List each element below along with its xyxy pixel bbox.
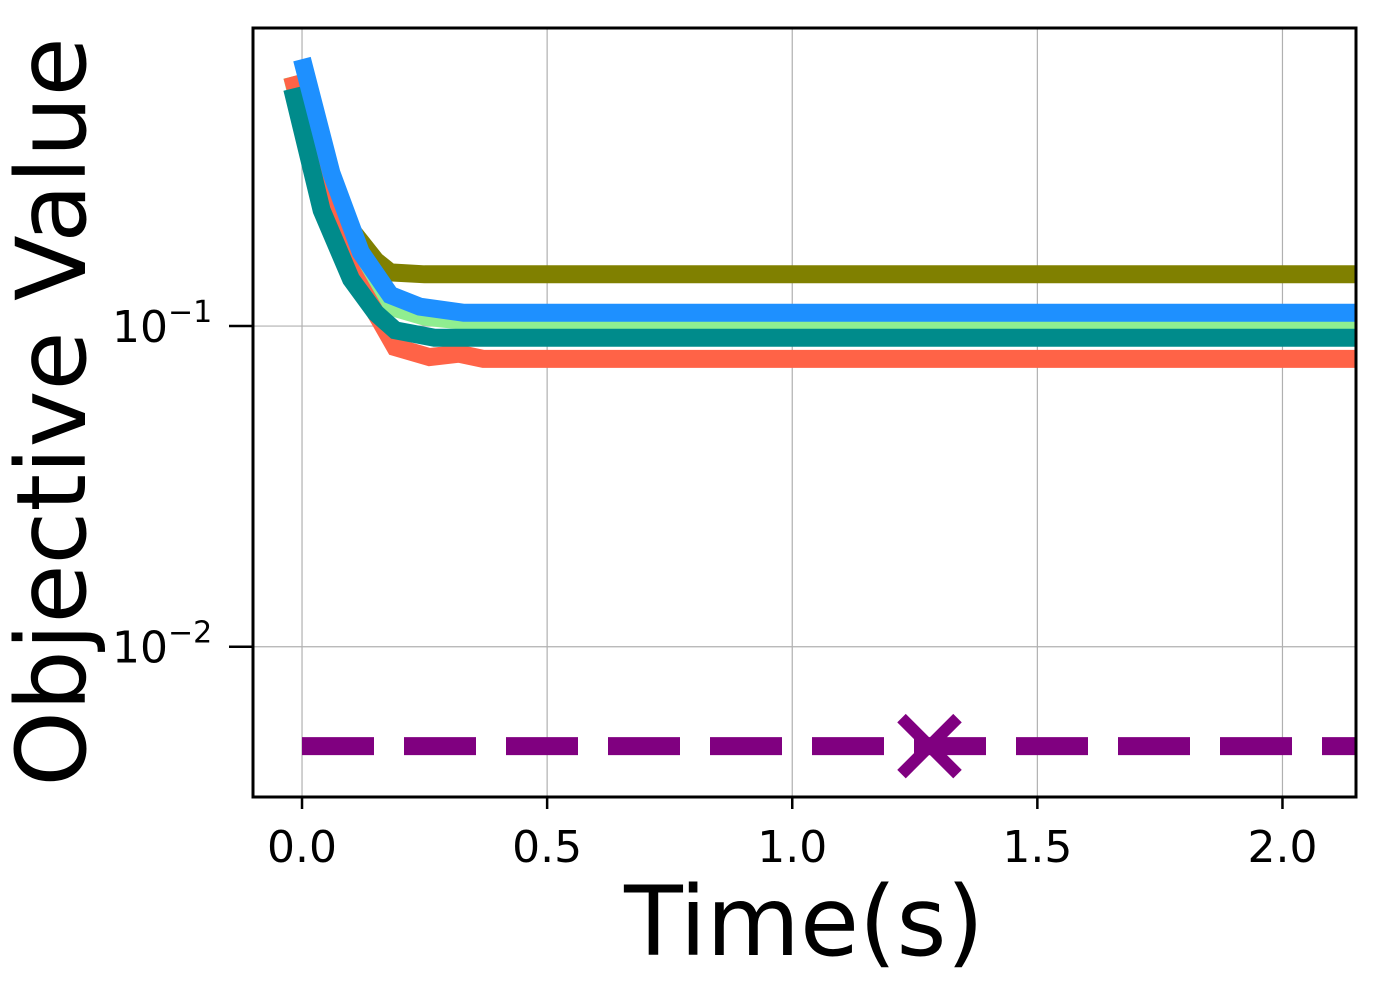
y-tick-label: 10−1 [112,295,212,353]
series-line-3 [283,86,1356,347]
y-tick-label: 10−2 [112,616,212,674]
x-tick-label: 0.5 [512,822,582,873]
x-tick-label: 1.5 [1002,822,1072,873]
y-axis-title: Objective Value [0,37,108,786]
plot-frame [251,26,1358,799]
x-tick-label: 2.0 [1247,822,1317,873]
x-axis-title: Time(s) [623,866,984,978]
marker-group [897,713,962,779]
x-tick-label: 0.0 [267,822,337,873]
series-line-4 [293,56,1356,322]
ticks-group: 0.0 0.5 1.0 1.5 2.010−110−2 [112,295,1317,873]
x-marker [897,713,962,779]
y-tick-base: 10 [112,623,168,674]
grid [253,28,1356,797]
series-group [283,56,1356,756]
x-tick-label: 1.0 [757,822,827,873]
y-tick-exponent: −2 [168,616,212,651]
x-marker-stroke [897,713,962,779]
series-line-0 [283,85,1356,284]
y-tick-exponent: −1 [168,295,212,330]
y-tick-base: 10 [112,302,168,353]
series-line-1 [283,74,1356,331]
